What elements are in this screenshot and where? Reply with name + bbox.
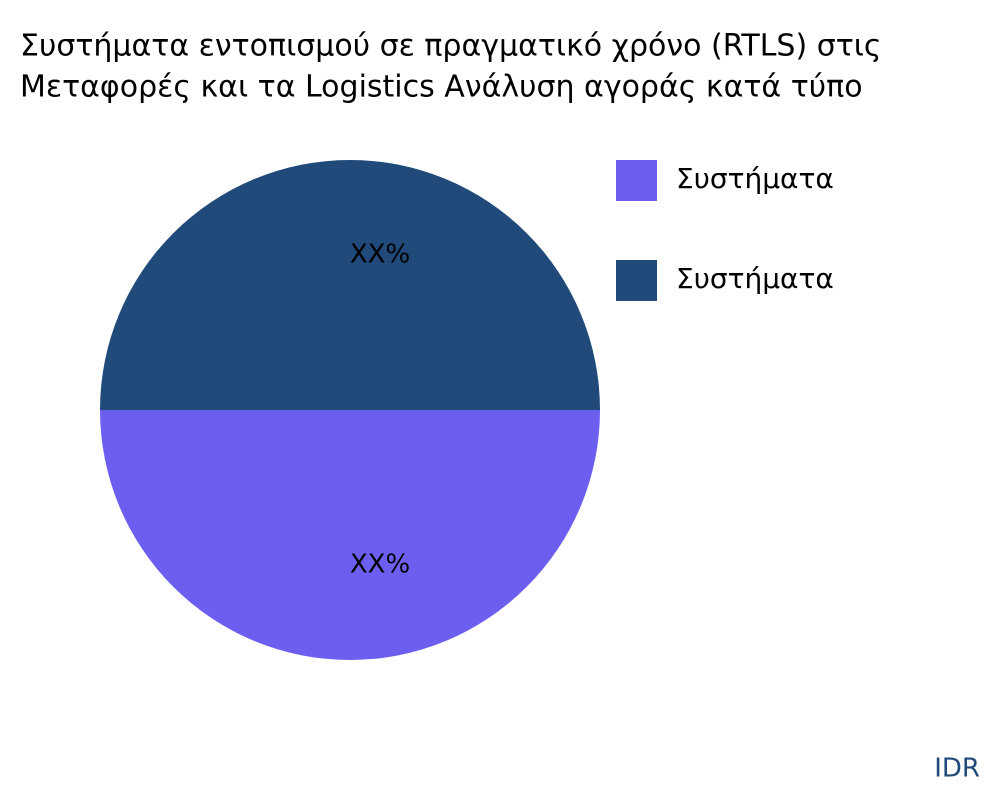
chart-title: Συστήματα εντοπισμού σε πραγματικό χρόνο… (20, 29, 882, 64)
legend-label: Συστήματα (676, 162, 834, 195)
data-label: XX% (350, 550, 410, 580)
chart-title: Μεταφορές και τα Logistics Ανάλυση αγορά… (20, 70, 863, 105)
data-label: XX% (350, 240, 410, 270)
legend-swatch (616, 260, 657, 301)
pie-slice (100, 160, 600, 410)
pie-slice (100, 410, 600, 660)
legend-swatch (616, 160, 657, 201)
legend-label: Συστήματα (676, 262, 834, 295)
watermark: IDR (934, 754, 980, 784)
